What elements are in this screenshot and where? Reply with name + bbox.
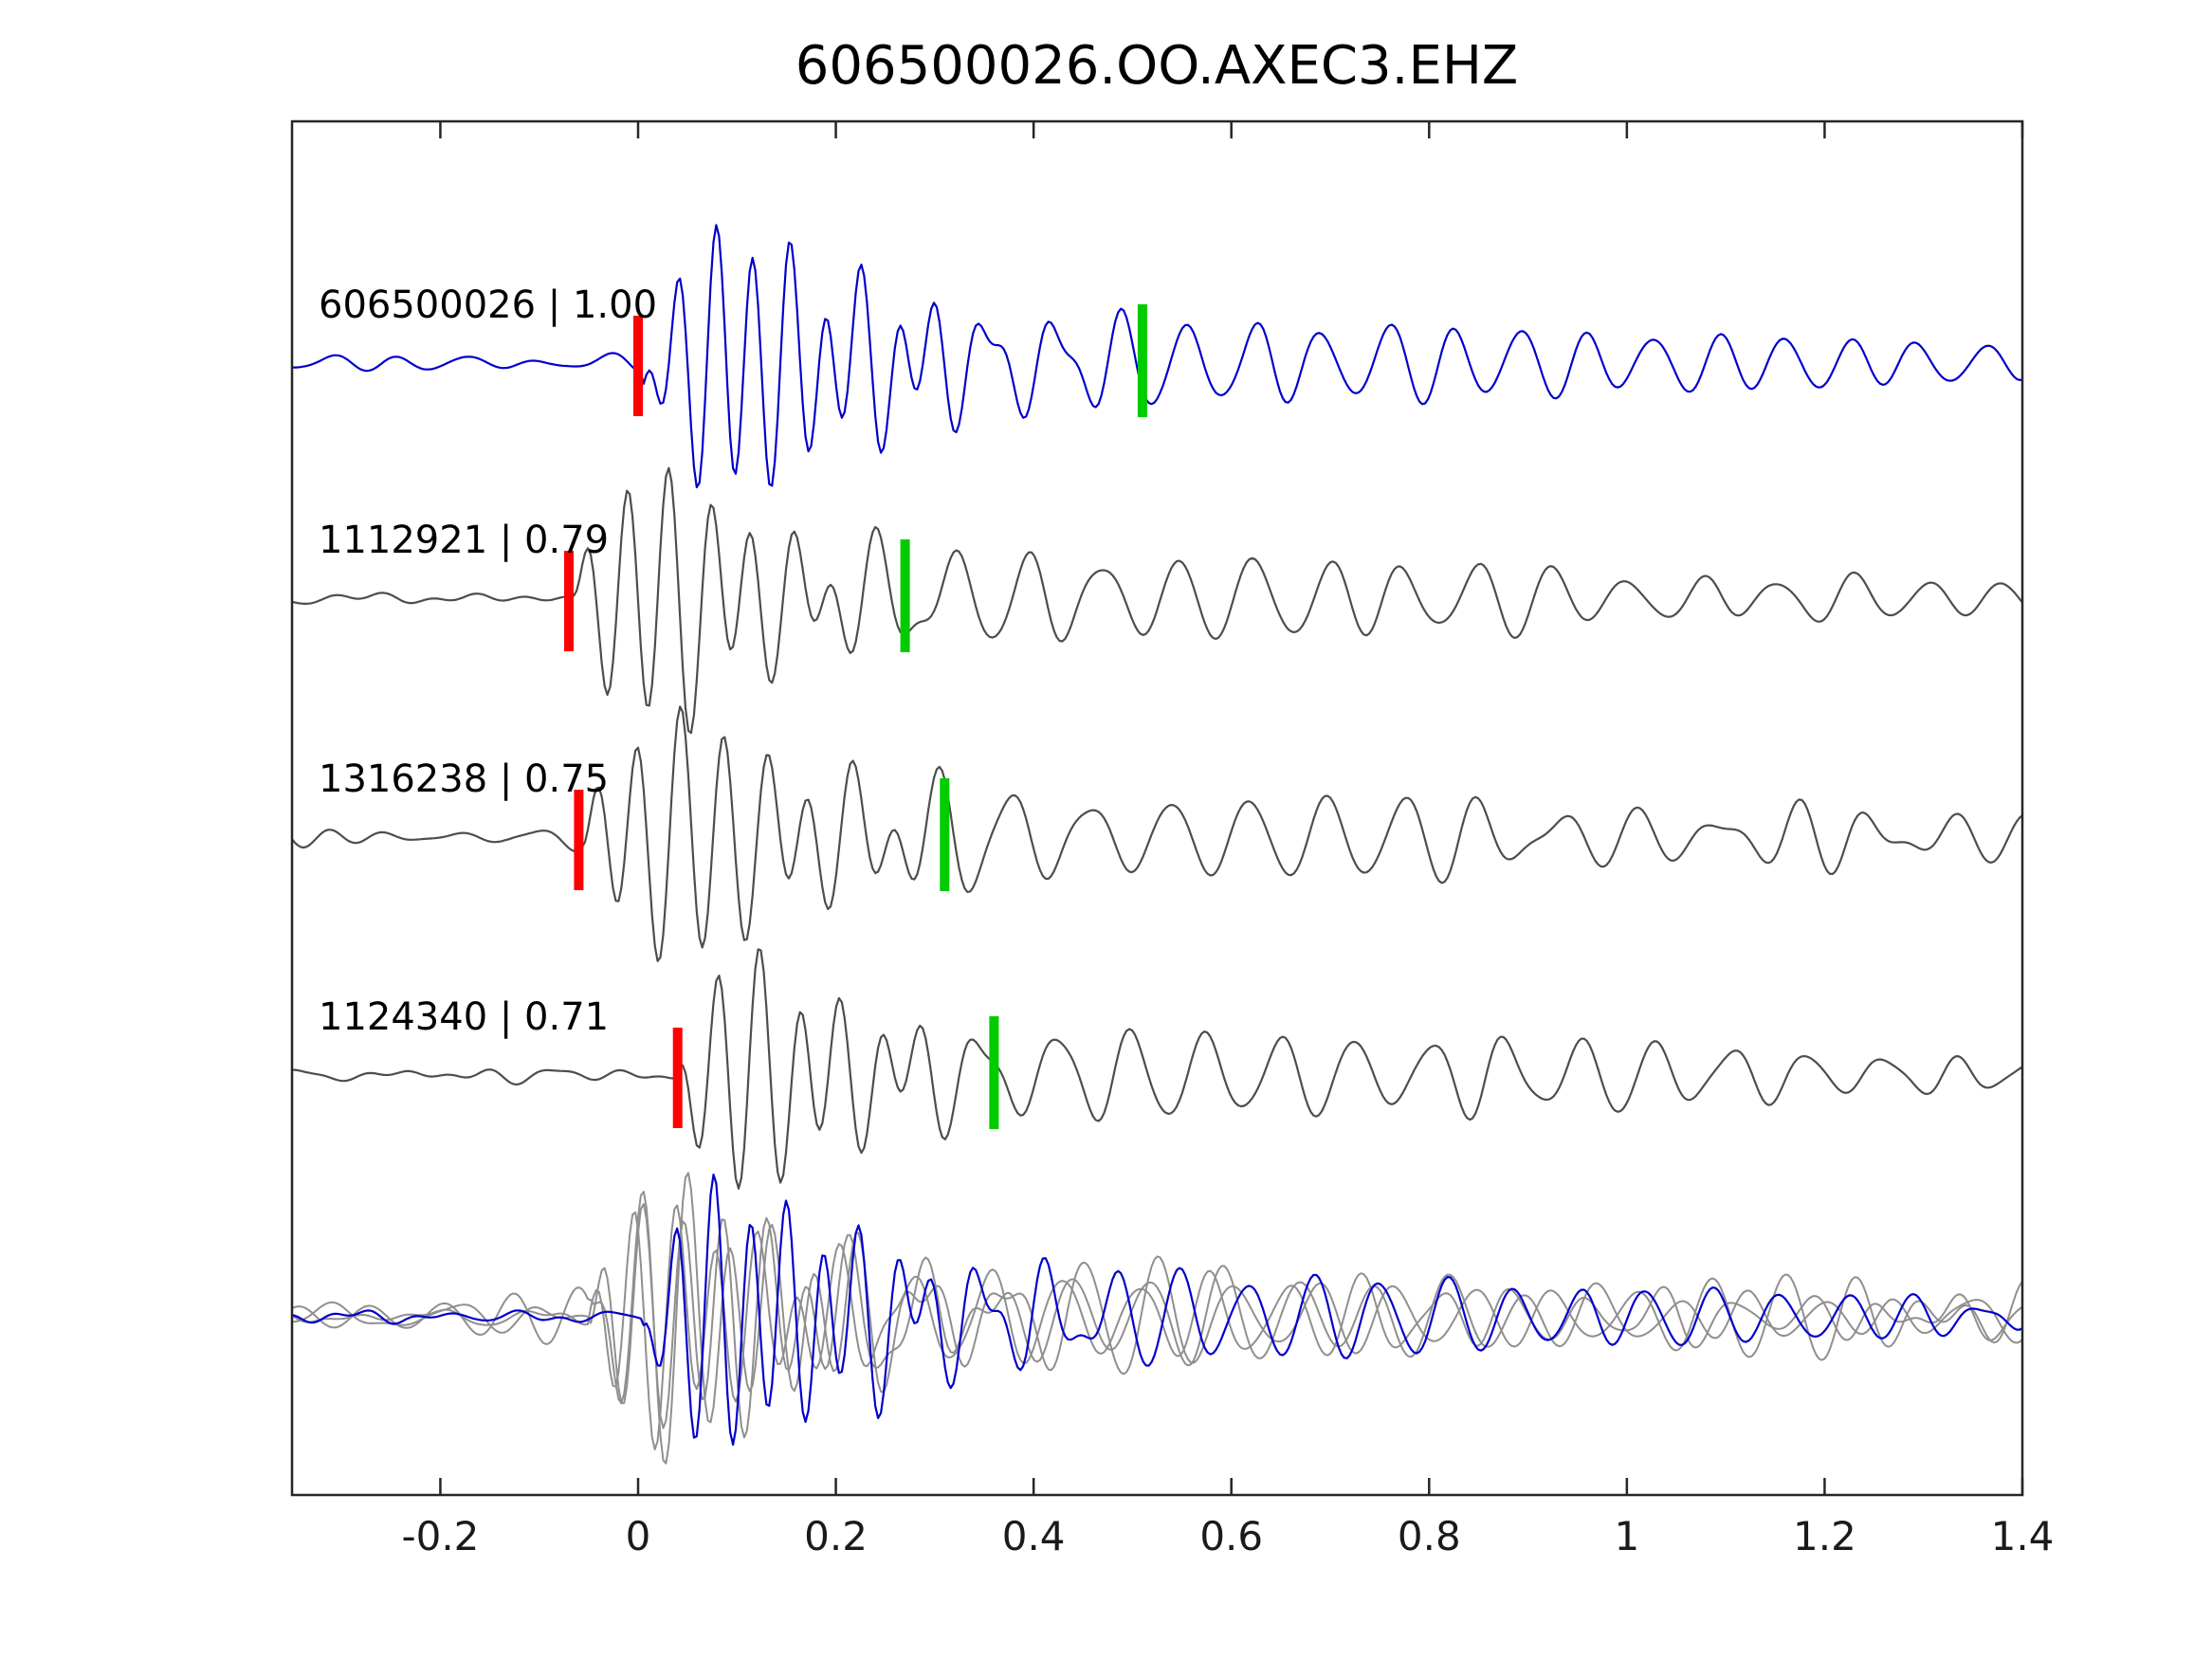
green-pick-1124340 [989,1016,999,1129]
x-tick-label: 0.4 [1002,1513,1066,1559]
x-tick-label: 0 [626,1513,651,1559]
trace-1316238 [291,705,2023,962]
plot-border [290,119,2024,1497]
trace-606500026 [291,224,2023,489]
trace-1124340 [292,948,2023,1190]
overlay-trace-1124340 [291,1204,2023,1450]
x-tick-label: 0.8 [1398,1513,1461,1559]
x-tick-label: 1.2 [1793,1513,1856,1559]
trace-label-1316238: 1316238 | 0.75 [319,757,609,801]
x-tick-label: 0.2 [804,1513,868,1559]
green-pick-1112921 [900,539,910,652]
trace-1112921 [291,466,2023,735]
red-pick-1316238 [574,790,584,890]
green-pick-1316238 [940,778,950,891]
overlay-trace-606500026 [291,1173,2023,1446]
red-pick-606500026 [633,316,643,416]
trace-label-1124340: 1124340 | 0.71 [319,995,609,1039]
chart-title: 606500026.OO.AXEC3.EHZ [795,35,1519,97]
green-pick-606500026 [1137,304,1147,417]
trace-label-606500026: 606500026 | 1.00 [319,283,657,327]
red-pick-1124340 [672,1028,683,1128]
overlay-trace-1112921 [291,1203,2023,1439]
x-tick-label: 1 [1614,1513,1639,1559]
x-tick-label: 1.4 [1991,1513,2055,1559]
x-tick-label: -0.2 [401,1513,479,1559]
trace-label-1112921: 1112921 | 0.79 [319,519,609,562]
red-pick-1112921 [564,551,574,651]
x-tick-label: 0.6 [1199,1513,1263,1559]
plot-content: -0.2 0 0.2 0.4 0.6 0.8 1 1.2 1.4 606500026 | 1.00… [291,121,2055,1559]
